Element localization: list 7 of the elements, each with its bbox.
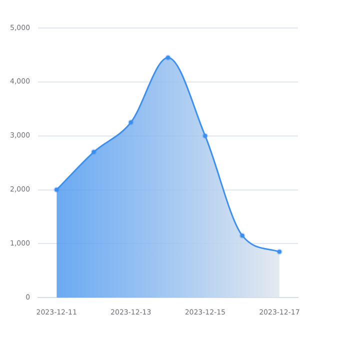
point (276, 248, 282, 255)
point (239, 232, 246, 239)
point (202, 132, 208, 139)
point (128, 119, 134, 126)
point (54, 186, 60, 193)
point (90, 149, 97, 156)
point (165, 54, 172, 61)
